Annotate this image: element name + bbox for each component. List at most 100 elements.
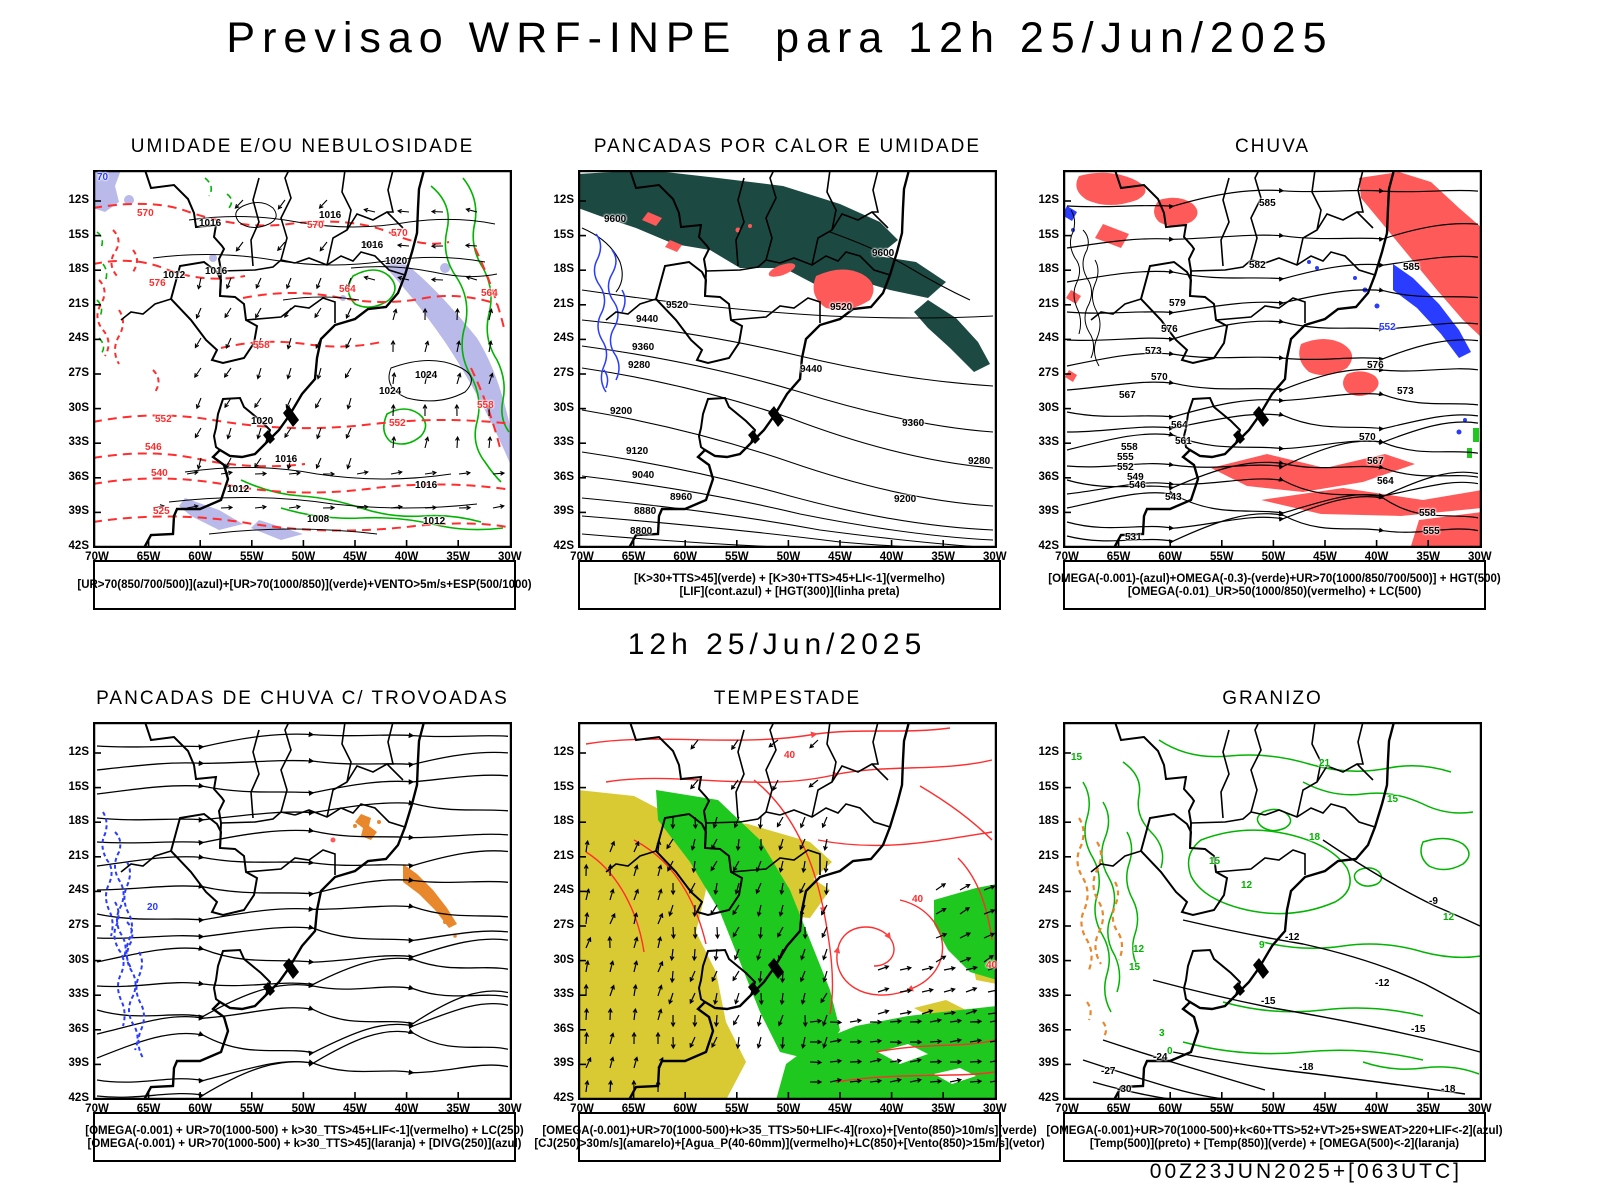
lat-tick-label: 15S bbox=[68, 780, 89, 793]
lat-tick-label: 24S bbox=[68, 332, 89, 345]
map-trovoadas: 20 12S 15S 18S 21S 24S 27S 30S 33S 36S 39S 42S 70W 6… bbox=[69, 722, 522, 1115]
lat-tick-label: 33S bbox=[553, 988, 574, 1001]
red-spot bbox=[330, 837, 336, 843]
lat-tick-label: 18S bbox=[1038, 263, 1059, 276]
omega500-clutter bbox=[1076, 817, 1124, 1039]
lat-tick-label: 15S bbox=[553, 780, 574, 793]
lat-tick-label: 12S bbox=[68, 746, 89, 758]
lat-tick-label: 33S bbox=[1038, 436, 1059, 449]
lat-tick-label: 12S bbox=[1038, 746, 1059, 758]
lat-tick-label: 24S bbox=[1038, 884, 1059, 897]
caption-box-trovoadas: [OMEGA(-0.001) + UR>70(1000-500) + k>30_… bbox=[85, 1112, 524, 1162]
lat-tick-label: 30S bbox=[1038, 401, 1059, 414]
panel-title: GRANIZO bbox=[1222, 688, 1323, 709]
hgt300-contours bbox=[581, 227, 994, 548]
valid-time-subtitle: 12h 25/Jun/2025 bbox=[627, 628, 927, 661]
lat-tick-label: 18S bbox=[553, 263, 574, 276]
lat-tick-label: 12S bbox=[68, 194, 89, 206]
panel-trovoadas: PANCADAS DE CHUVA C/ TROVOADAS bbox=[69, 688, 524, 1162]
temp500-contours bbox=[1082, 839, 1481, 1100]
panel-tempestade: TEMPESTADE bbox=[534, 688, 1045, 1162]
map-pancadas-calor: 9600 9600 9520 9520 9440 9440 9360 9360 9280 9280… bbox=[554, 170, 1007, 563]
map-canvas bbox=[578, 170, 997, 548]
lat-tick-label: 36S bbox=[553, 470, 574, 483]
lat-tick-label: 33S bbox=[68, 436, 89, 449]
caption-line: [LIF](cont.azul) + [HGT(300)](linha pret… bbox=[679, 585, 900, 598]
streamlines bbox=[96, 731, 509, 1099]
map-canvas bbox=[1063, 722, 1482, 1100]
lat-tick-label: 36S bbox=[553, 1022, 574, 1035]
caption-line: [UR>70(850/700/500)](azul)+[UR>70(1000/8… bbox=[77, 579, 532, 591]
lat-tick-label: 39S bbox=[1038, 1057, 1059, 1070]
lat-tick-label: 15S bbox=[553, 228, 574, 241]
lat-tick-label: 42S bbox=[68, 1092, 89, 1104]
panel-title: PANCADAS POR CALOR E UMIDADE bbox=[593, 136, 982, 157]
map-tempestade: 40 40 40 12S 15S 18S 21S 24S 27S 30S 33S 36S 39S 42S… bbox=[554, 722, 1007, 1115]
map-umidade: 70 570 570 570 576 564 564 558 558 552 552 546 540 52… bbox=[69, 170, 522, 563]
lat-tick-label: 21S bbox=[1038, 849, 1059, 862]
wind-arrows bbox=[152, 199, 506, 511]
lat-tick-label: 15S bbox=[1038, 780, 1059, 793]
lat-tick-label: 33S bbox=[68, 988, 89, 1001]
lat-tick-label: 27S bbox=[68, 367, 89, 379]
panel-umidade: UMIDADE E/OU NEBULOSIDADE bbox=[69, 136, 532, 610]
green-humidity-contours bbox=[96, 177, 510, 531]
lat-tick-label: 15S bbox=[1038, 228, 1059, 241]
lat-tick-label: 21S bbox=[553, 297, 574, 310]
caption-line: [Temp(500)](preto) + [Temp(850)](verde) … bbox=[1089, 1137, 1460, 1150]
lat-tick-label: 27S bbox=[1038, 919, 1059, 931]
lat-tick-label: 21S bbox=[1038, 297, 1059, 310]
panel-title: PANCADAS DE CHUVA C/ TROVOADAS bbox=[96, 688, 509, 709]
lat-tick-label: 42S bbox=[1038, 540, 1059, 552]
lat-tick-label: 12S bbox=[553, 746, 574, 758]
rain-shading bbox=[1065, 172, 1482, 546]
lat-tick-label: 36S bbox=[1038, 470, 1059, 483]
map-canvas bbox=[93, 722, 512, 1100]
lat-tick-label: 36S bbox=[1038, 1022, 1059, 1035]
caption-line: [OMEGA(-0.001)-(azul)+OMEGA(-0.3)-(verde… bbox=[1048, 572, 1501, 585]
map-granizo: 15 21 15 18 15 12 12 15 12 9 3 0 -9 -12 -12 -15 -15 -18 -1… bbox=[1039, 722, 1492, 1115]
andes-clutter bbox=[1069, 209, 1101, 367]
lat-tick-label: 33S bbox=[553, 436, 574, 449]
caption-box-chuva: [OMEGA(-0.001)-(azul)+OMEGA(-0.3)-(verde… bbox=[1048, 560, 1501, 610]
panel-title: UMIDADE E/OU NEBULOSIDADE bbox=[130, 136, 475, 157]
lat-tick-label: 36S bbox=[68, 470, 89, 483]
lat-tick-label: 39S bbox=[68, 505, 89, 518]
lat-tick-label: 21S bbox=[68, 849, 89, 862]
panel-title: TEMPESTADE bbox=[713, 688, 862, 709]
severe-shading bbox=[642, 212, 874, 310]
orange-shading bbox=[353, 814, 457, 938]
wind-shading bbox=[656, 790, 997, 1100]
run-info-footer: 00Z23JUN2025+[063UTC] bbox=[1149, 1160, 1462, 1183]
caption-box-pancadas-calor: [K>30+TTS>45](verde) + [K>30+TTS>45+LI<-… bbox=[578, 560, 1001, 610]
map-canvas bbox=[578, 722, 997, 1100]
map-canvas bbox=[1063, 170, 1482, 548]
caption-box-umidade: [UR>70(850/700/500)](azul)+[UR>70(1000/8… bbox=[77, 560, 532, 610]
panel-title: CHUVA bbox=[1234, 136, 1311, 157]
humidity-shading bbox=[93, 170, 512, 540]
lat-tick-label: 24S bbox=[553, 884, 574, 897]
map-frame-border bbox=[93, 170, 512, 548]
wind-vectors bbox=[583, 739, 997, 1093]
lif-contours bbox=[593, 233, 626, 393]
map-frame-border bbox=[1063, 722, 1482, 1100]
lat-tick-label: 21S bbox=[553, 849, 574, 862]
panel-chuva: CHUVA bbox=[1039, 136, 1501, 610]
caption-line: [OMEGA(-0.001) + UR>70(1000-500) + k>30_… bbox=[87, 1137, 522, 1150]
lat-tick-label: 36S bbox=[68, 1022, 89, 1035]
map-chuva: 585 585 582 579 576 576 573 573 570 570 567 567 564 5… bbox=[1039, 170, 1492, 563]
lat-tick-label: 24S bbox=[1038, 332, 1059, 345]
caption-line: [CJ(250)>30m/s](amarelo)+[Agua_P(40-60mm… bbox=[534, 1137, 1045, 1150]
green-bits bbox=[1467, 428, 1479, 458]
lat-tick-label: 30S bbox=[553, 401, 574, 414]
lat-tick-label: 42S bbox=[1038, 1092, 1059, 1104]
lat-tick-label: 30S bbox=[68, 401, 89, 414]
lat-tick-label: 42S bbox=[68, 540, 89, 552]
caption-line: [OMEGA(-0.001)+UR>70(1000-500)+k<60+TTS>… bbox=[1046, 1124, 1503, 1137]
panel-pancadas-calor: PANCADAS POR CALOR E UMIDADE bbox=[554, 136, 1007, 610]
lat-tick-label: 18S bbox=[1038, 815, 1059, 828]
divergence-clutter bbox=[101, 811, 145, 1059]
lat-tick-label: 18S bbox=[68, 263, 89, 276]
lat-tick-label: 18S bbox=[553, 815, 574, 828]
thickness-contours bbox=[93, 202, 512, 532]
